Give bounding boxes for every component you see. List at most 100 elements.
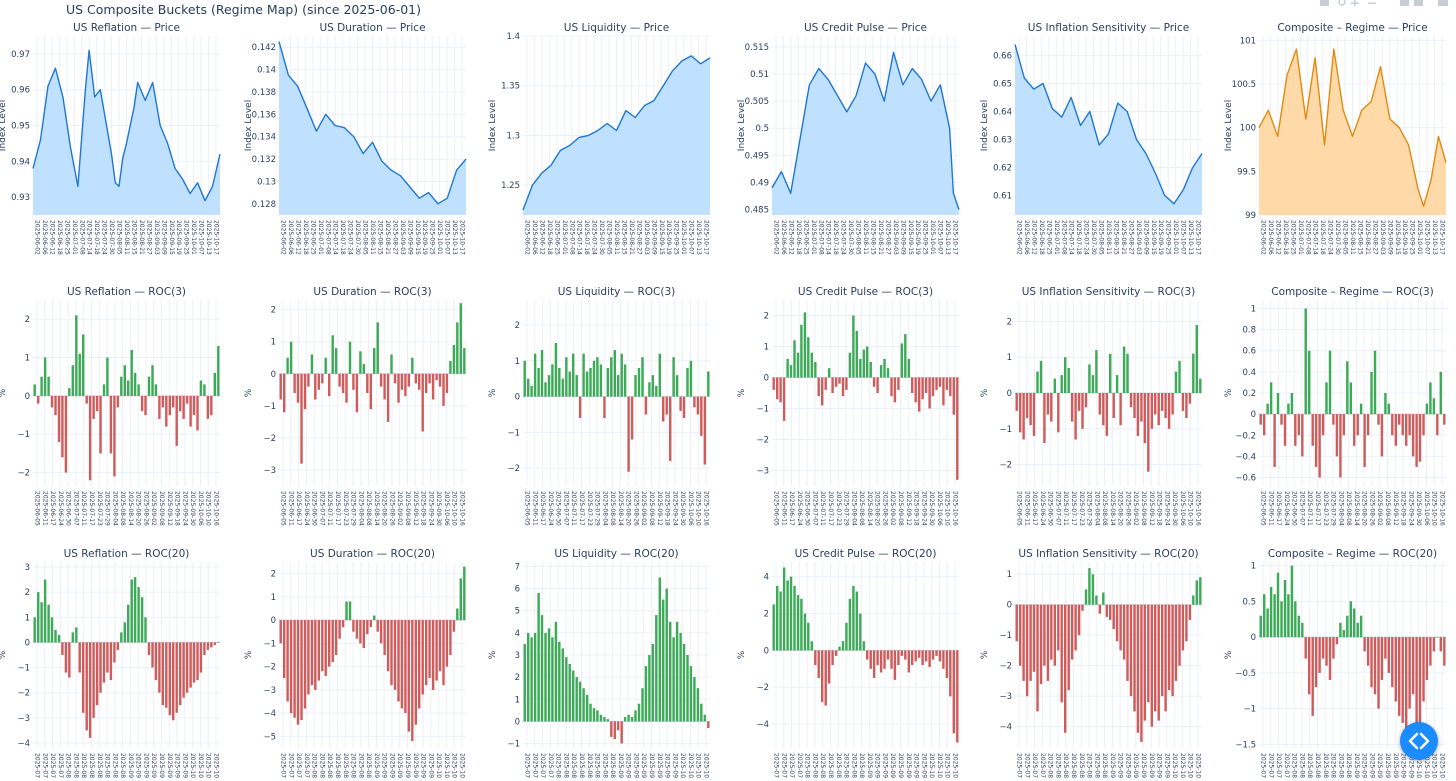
roc-bar	[459, 578, 463, 621]
roc-bar	[456, 608, 459, 621]
roc-bar	[561, 378, 565, 397]
x-tick-label: 2025-07-08	[1304, 220, 1311, 255]
embed-code-button[interactable]	[1400, 722, 1438, 760]
price-line	[278, 41, 467, 205]
chart-title: US Duration — Price	[319, 22, 425, 34]
y-axis-label: %	[244, 650, 254, 659]
x-tick-label: 2025-09	[920, 753, 927, 778]
roc-bar	[296, 373, 300, 403]
x-tick-label: 2025-08	[1101, 753, 1108, 778]
roc-bar	[585, 694, 589, 722]
x-tick-label: 2025-10-07	[688, 220, 695, 255]
roc-bar	[300, 373, 303, 464]
roc-bar	[796, 352, 800, 378]
plus-icon[interactable]	[1351, 0, 1359, 6]
roc-bar	[890, 377, 893, 397]
x-tick-label: 2025-07-01	[317, 220, 324, 255]
x-tick-label: 2025-09	[381, 753, 388, 778]
x-tick-label: 2025-09-18	[664, 491, 671, 526]
roc-bar	[137, 384, 140, 396]
y-tick-label: 4	[515, 629, 520, 639]
roc-bar	[1356, 414, 1359, 436]
x-tick-label: 2025-09-12	[1148, 491, 1155, 526]
roc-bar	[634, 375, 637, 397]
roc-bar	[1373, 637, 1377, 695]
roc-bar	[203, 642, 206, 655]
x-tick-label: 2025-08-08	[119, 491, 126, 526]
camera-icon[interactable]	[1320, 0, 1329, 6]
x-tick-label: 2025-07-30	[1090, 220, 1097, 255]
x-tick-label: 2025-09-18	[174, 491, 181, 526]
roc-bar	[33, 384, 36, 396]
roc-bar	[50, 395, 54, 408]
roc-bar	[1167, 393, 1171, 429]
minus-icon[interactable]	[1368, 2, 1376, 5]
roc-bar	[1401, 414, 1404, 436]
roc-bar	[558, 368, 561, 397]
price-line	[1258, 48, 1447, 208]
y-tick-label: −1	[17, 430, 30, 440]
x-tick-label: 2025-10-13	[451, 220, 458, 255]
x-tick-label: 2025-08	[1054, 753, 1061, 778]
x-tick-label: 2025-07	[524, 753, 531, 778]
x-tick-label: 2025-08-26	[142, 491, 149, 526]
y-tick-label: 0	[271, 616, 276, 626]
roc-bar	[530, 637, 533, 722]
roc-bar	[50, 617, 54, 643]
y-tick-label: −3	[756, 467, 769, 477]
roc-bar	[362, 620, 366, 648]
roc-bar	[116, 642, 120, 650]
roc-bar	[547, 628, 551, 722]
x-tick-label: 2025-09	[166, 753, 173, 778]
x-tick-label: 2025-08	[1337, 753, 1344, 778]
y-tick-label: 4	[764, 573, 769, 583]
plot-modebar[interactable]	[1316, 0, 1456, 7]
roc-bar	[824, 650, 827, 706]
roc-bar	[362, 364, 366, 374]
roc-bar	[418, 373, 421, 390]
x-tick-label: 2025-10-06	[1179, 491, 1186, 526]
roc-bar	[154, 642, 158, 681]
x-tick-label: 2025-09-02	[150, 491, 157, 526]
roc-bar	[1325, 382, 1328, 415]
x-tick-label: 2025-08-11	[1349, 220, 1356, 255]
roc-bar	[404, 620, 407, 714]
x-tick-label: 2025-10-16	[459, 491, 466, 526]
roc-bar	[1039, 604, 1043, 684]
autoscale-icon[interactable]	[1400, 0, 1409, 6]
x-tick-label: 2025-10-17	[213, 220, 220, 255]
zoom-icon[interactable]	[1338, 0, 1346, 6]
x-tick-label: 2025-09-25	[1165, 220, 1172, 255]
x-tick-label: 2025-07-08	[817, 220, 824, 255]
x-tick-label: 2025-06-12	[787, 220, 794, 255]
roc-bar	[64, 395, 68, 473]
x-tick-label: 2025-08	[334, 753, 341, 778]
chart-title: Composite – Regime — ROC(20)	[1268, 548, 1437, 560]
x-tick-label: 2025-08-08	[609, 491, 616, 526]
roc-bar	[1439, 637, 1443, 652]
roc-bar	[827, 368, 831, 378]
roc-bar	[589, 368, 592, 397]
x-tick-label: 2025-08-08	[1345, 491, 1352, 526]
roc-bar	[1088, 568, 1091, 605]
reset-icon[interactable]	[1414, 0, 1423, 6]
x-tick-label: 2025-09-08	[1384, 491, 1391, 526]
chart-title: Composite – Regime — ROC(3)	[1271, 286, 1433, 298]
x-tick-label: 2025-07	[780, 753, 787, 778]
roc-bar	[445, 373, 449, 393]
x-tick-label: 2025-08	[1062, 753, 1069, 778]
x-tick-label: 2025-06-30	[1291, 491, 1298, 526]
roc-bar	[1287, 594, 1290, 638]
roc-bar	[582, 353, 585, 397]
x-tick-label: 2025-10	[205, 753, 212, 778]
roc-bar	[841, 641, 845, 651]
roc-bar	[886, 650, 890, 660]
x-tick-label: 2025-08-14	[373, 491, 380, 526]
roc-bar	[700, 703, 703, 722]
roc-bar	[1147, 604, 1150, 703]
chart-title: Composite – Regime — Price	[1277, 22, 1427, 34]
roc-bar	[547, 375, 551, 397]
roc-bar	[161, 642, 165, 706]
x-tick-label: 2025-06-25	[309, 220, 316, 255]
roc-bar	[92, 395, 95, 419]
